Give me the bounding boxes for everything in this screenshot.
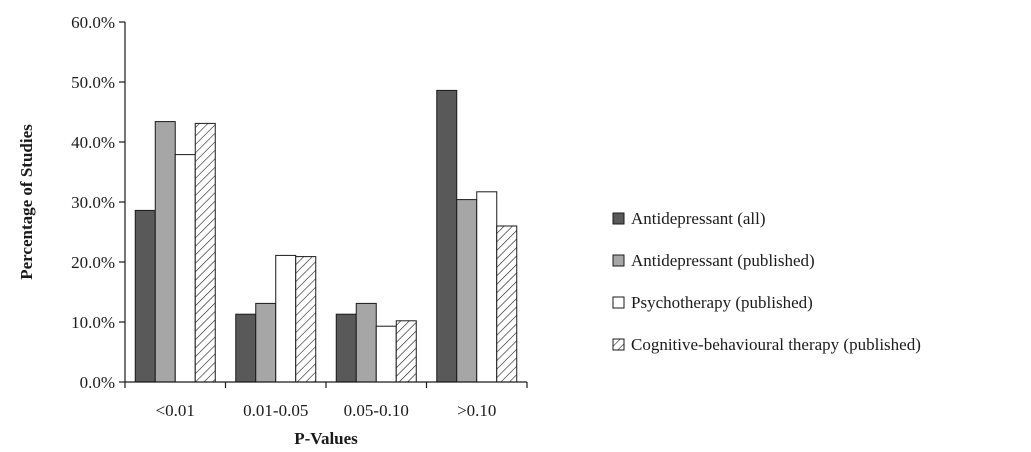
y-tick-label: 50.0%	[71, 73, 115, 92]
x-axis-title: P-Values	[294, 429, 358, 448]
y-axis-title: Percentage of Studies	[17, 124, 36, 280]
legend-label: Psychotherapy (published)	[631, 293, 813, 312]
bar	[235, 313, 257, 383]
x-tick-label: >0.10	[457, 401, 496, 420]
bar	[134, 209, 156, 383]
bar	[496, 225, 518, 383]
y-tick-label: 20.0%	[71, 253, 115, 272]
legend-swatch	[612, 296, 625, 309]
bar	[174, 154, 196, 383]
bar	[255, 302, 277, 383]
y-tick-label: 40.0%	[71, 133, 115, 152]
legend-label: Antidepressant (all)	[631, 209, 766, 228]
x-axis: <0.01 0.01-0.05 0.05-0.10 >0.10	[124, 381, 528, 420]
y-tick-label: 0.0%	[80, 373, 115, 392]
bar	[154, 121, 176, 383]
bar	[375, 325, 397, 383]
x-tick-label: 0.05-0.10	[344, 401, 409, 420]
legend-label: Antidepressant (published)	[631, 251, 815, 270]
bar	[436, 89, 458, 383]
bar	[355, 302, 377, 383]
legend: Antidepressant (all) Antidepressant (publ…	[612, 209, 921, 354]
x-tick-label: 0.01-0.05	[243, 401, 308, 420]
legend-swatch	[612, 254, 625, 267]
bar	[275, 254, 297, 383]
x-tick-label: <0.01	[156, 401, 195, 420]
legend-swatch	[612, 212, 625, 225]
y-tick-label: 30.0%	[71, 193, 115, 212]
bar	[476, 191, 498, 383]
plot-area	[134, 89, 518, 383]
bar	[194, 122, 216, 383]
bar	[456, 199, 478, 383]
y-axis: 0.0% 10.0% 20.0% 30.0% 40.0% 50.0% 60.0%	[71, 13, 126, 392]
y-tick-label: 10.0%	[71, 313, 115, 332]
bar	[395, 320, 417, 383]
bar	[295, 256, 317, 383]
bar	[335, 313, 357, 383]
y-tick-label: 60.0%	[71, 13, 115, 32]
legend-label: Cognitive-behavioural therapy (published…	[631, 335, 921, 354]
legend-swatch	[612, 338, 625, 351]
